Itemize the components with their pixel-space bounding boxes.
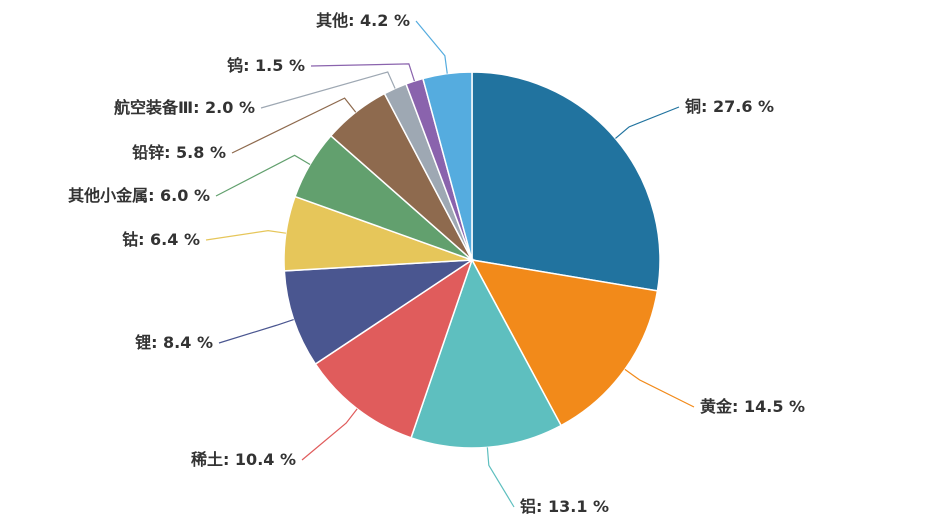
data-label: 铅锌: 5.8 % (132, 143, 226, 162)
label-name: 航空装备Ⅲ (114, 98, 193, 117)
leader-line (415, 20, 448, 74)
label-separator: : (193, 98, 205, 117)
label-value: 8.4 % (163, 333, 213, 352)
leader-line (624, 368, 695, 408)
pie-slice (421, 71, 473, 261)
label-name: 钨 (227, 56, 243, 75)
label-name: 钴 (122, 230, 138, 249)
label-value: 1.5 % (255, 56, 305, 75)
label-name: 稀土 (191, 450, 223, 469)
label-value: 27.6 % (713, 97, 774, 116)
data-label: 钨: 1.5 % (227, 56, 305, 75)
label-name: 其他 (316, 11, 348, 30)
label-separator: : (148, 186, 160, 205)
label-value: 14.5 % (744, 397, 805, 416)
label-name: 锂 (135, 333, 151, 352)
data-label: 铜: 27.6 % (685, 97, 774, 116)
label-value: 4.2 % (360, 11, 410, 30)
pie-slice (283, 259, 475, 366)
leader-line (260, 71, 396, 109)
leader-line (310, 63, 415, 82)
label-value: 5.8 % (176, 143, 226, 162)
label-separator: : (164, 143, 176, 162)
leader-line (615, 106, 680, 139)
label-value: 2.0 % (205, 98, 255, 117)
label-value: 6.0 % (160, 186, 210, 205)
label-separator: : (243, 56, 255, 75)
leader-line (231, 97, 357, 154)
label-value: 6.4 % (150, 230, 200, 249)
data-label: 锂: 8.4 % (135, 333, 213, 352)
label-name: 铅锌 (132, 143, 164, 162)
leader-line (205, 230, 287, 241)
pie-slice (314, 258, 474, 439)
data-label: 其他小金属: 6.0 % (68, 186, 210, 205)
label-separator: : (536, 497, 548, 516)
label-separator: : (223, 450, 235, 469)
data-label: 其他: 4.2 % (316, 11, 410, 30)
leader-line (301, 408, 358, 461)
leader-line (486, 447, 515, 508)
label-separator: : (348, 11, 360, 30)
label-value: 10.4 % (235, 450, 296, 469)
label-separator: : (151, 333, 163, 352)
label-name: 铝 (520, 497, 536, 516)
data-label: 钴: 6.4 % (122, 230, 200, 249)
data-label: 铝: 13.1 % (520, 497, 609, 516)
data-label: 航空装备Ⅲ: 2.0 % (114, 98, 255, 117)
label-name: 其他小金属 (68, 186, 148, 205)
data-label: 黄金: 14.5 % (700, 397, 805, 416)
label-value: 13.1 % (548, 497, 609, 516)
label-separator: : (701, 97, 713, 116)
leader-line (215, 154, 311, 197)
data-label: 稀土: 10.4 % (191, 450, 296, 469)
label-name: 黄金 (700, 397, 733, 416)
label-name: 铜 (685, 97, 701, 116)
label-separator: : (138, 230, 150, 249)
pie-slice (471, 71, 661, 292)
label-separator: : (732, 397, 744, 416)
leader-line (218, 318, 294, 344)
